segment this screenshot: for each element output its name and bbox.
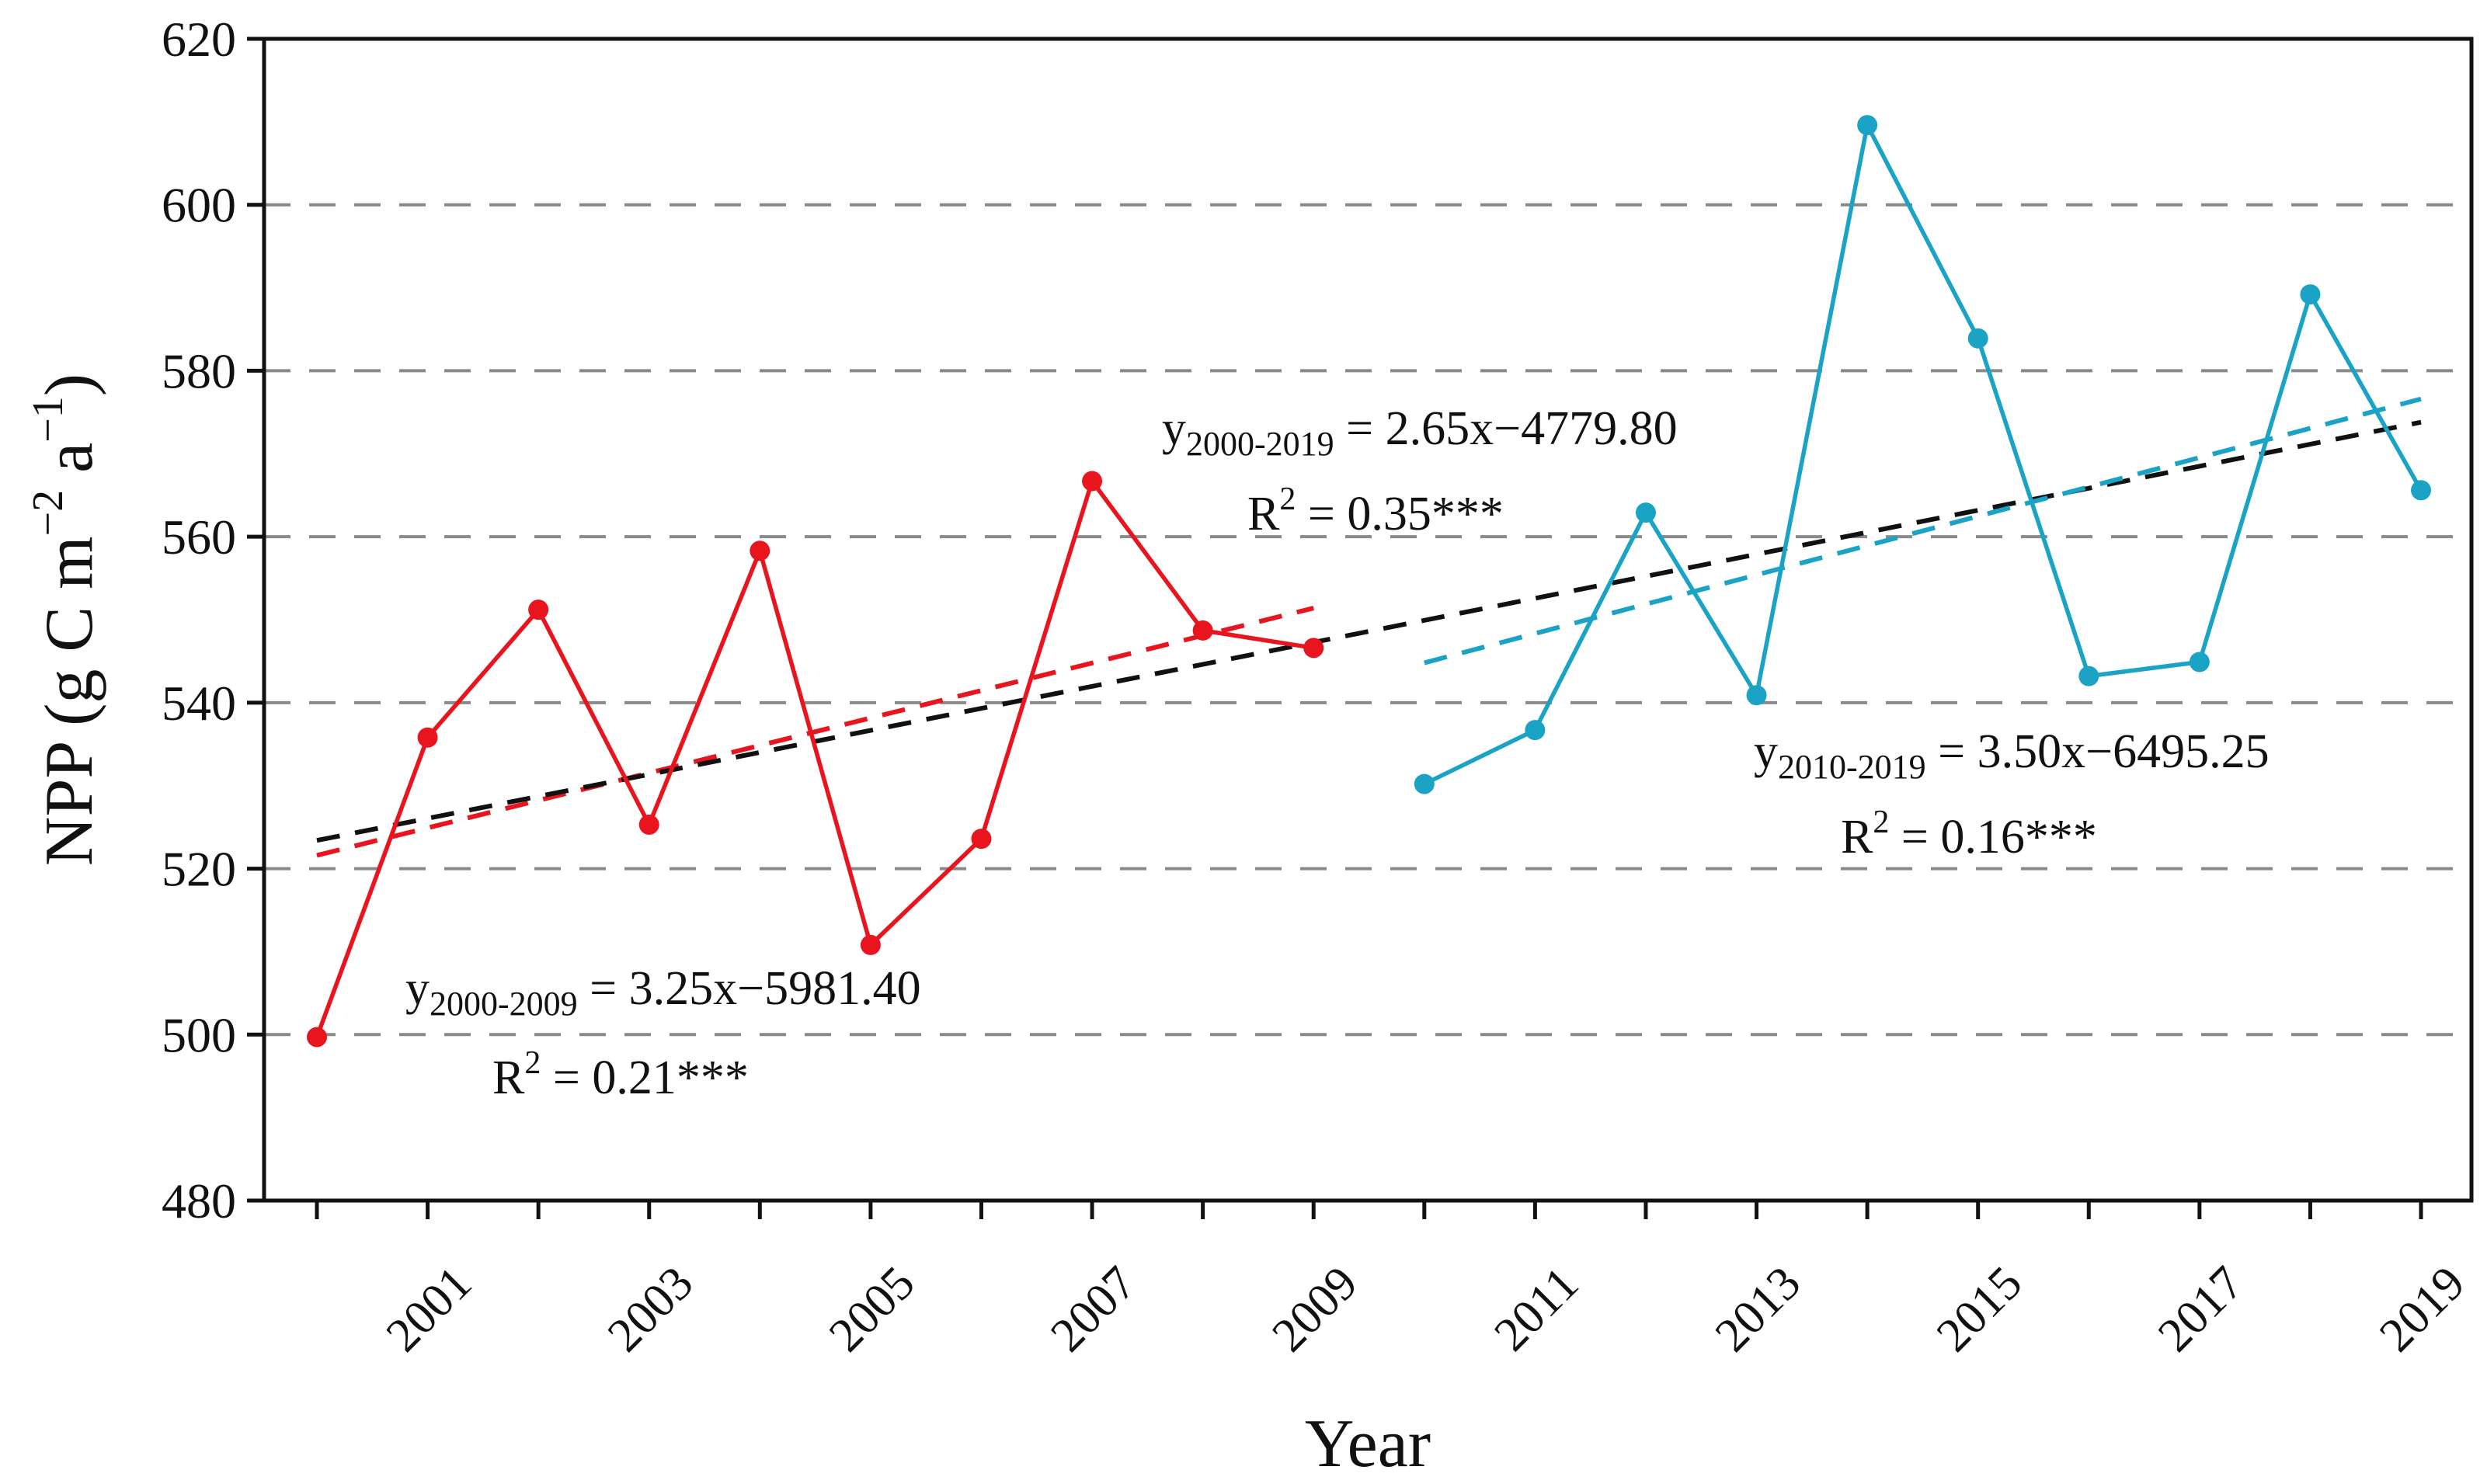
equation-2010-2019: y2010-2019 = 3.50x−6495.25 [1754,725,2270,786]
data-point-2006 [971,829,992,850]
data-point-2019 [2411,480,2432,501]
y-tick-label-540: 540 [162,676,236,731]
data-point-2015 [1967,328,1988,349]
eq-2000-2009-sub: 2000-2009 [430,985,578,1023]
data-point-2009 [1303,638,1324,659]
data-point-2013 [1746,685,1767,706]
data-point-2011 [1525,720,1546,741]
eq-2000-2009-rest: = 3.25x−5981.40 [578,962,921,1015]
data-point-2012 [1635,502,1656,523]
y-tick-label-500: 500 [162,1007,236,1062]
eq-2010-2019-rest: = 3.50x−6495.25 [1926,725,2270,778]
y-axis-title-main: NPP (g C m [32,536,107,866]
data-point-2005 [860,934,881,955]
y-axis-title-mid: a [32,443,107,490]
y-axis-title: NPP (g C m−2 a−1) [24,374,107,866]
data-point-2000 [307,1027,327,1048]
data-point-2018 [2300,284,2321,305]
r2-2000-2009-lead: R [492,1051,525,1104]
y-tick-label-580: 580 [162,343,236,398]
data-point-2008 [1192,620,1213,641]
data-point-2002 [528,600,549,620]
y-axis-title-end: ) [32,374,107,396]
data-point-2014 [1857,115,1878,136]
data-point-2016 [2078,666,2099,686]
r2-2000-2019-lead: R [1247,488,1280,540]
y-axis-title-sup1: −2 [24,490,72,537]
y-tick-label-560: 560 [162,509,236,565]
r2-2010-2019-lead: R [1841,811,1873,864]
r2-2000-2019-rest: = 0.35*** [1296,488,1503,540]
y-axis-title-sup2: −1 [24,396,72,443]
eq-2010-2019-sub: 2010-2019 [1778,748,1926,786]
data-point-2004 [750,540,770,561]
y-tick-label-520: 520 [162,842,236,897]
data-point-2003 [638,814,659,835]
trend-2000-2009-line [316,606,1314,858]
eq-2000-2019-lead: y [1162,402,1186,455]
eq-2000-2019-sub: 2000-2019 [1186,425,1334,463]
y-tick-label-480: 480 [162,1173,236,1229]
data-point-2010 [1414,773,1435,794]
data-series [307,115,2432,1048]
eq-2010-2019-lead: y [1754,725,1778,778]
y-tick-label-600: 600 [162,178,236,233]
r2-2010-2019: R2 = 0.16*** [1841,805,2097,864]
equation-2000-2009: y2000-2009 = 3.25x−5981.40 [405,962,921,1023]
equation-2000-2019: y2000-2019 = 2.65x−4779.80 [1162,402,1678,463]
data-point-2007 [1082,471,1103,492]
r2-2000-2019-sup: 2 [1279,481,1296,517]
r2-2000-2019: R2 = 0.35*** [1247,481,1504,540]
series-1-line [315,478,1314,1038]
r2-2000-2009-rest: = 0.21*** [541,1051,748,1104]
r2-2010-2019-sup: 2 [1873,805,1889,840]
x-axis-title: Year [1305,1406,1431,1482]
series-2-line [1423,123,2423,787]
data-point-2001 [417,727,438,748]
data-point-2017 [2189,652,2210,672]
r2-2000-2009: R2 = 0.21*** [492,1045,749,1104]
eq-2000-2019-rest: = 2.65x−4779.80 [1334,402,1678,455]
plot-frame [262,36,2474,1203]
r2-2000-2009-sup: 2 [524,1045,541,1081]
eq-2000-2009-lead: y [405,962,430,1015]
r2-2010-2019-rest: = 0.16*** [1889,811,2096,864]
y-tick-label-620: 620 [162,12,236,67]
gridlines [264,203,2471,1037]
